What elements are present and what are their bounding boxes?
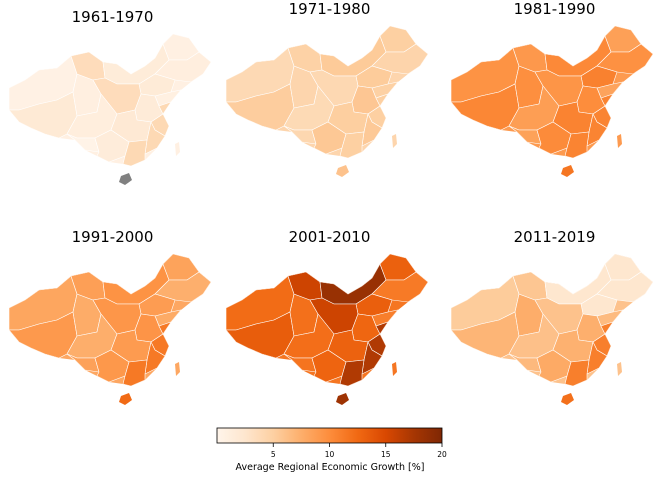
- region-guizhou-guangxi: [536, 121, 572, 155]
- colorbar-tick-label: 5: [270, 450, 276, 459]
- colorbar-gradient: [216, 427, 443, 444]
- region-guizhou-guangxi: [94, 349, 130, 383]
- colorbar-tick-label: 15: [380, 450, 391, 459]
- panel-title: 2001-2010: [288, 228, 371, 246]
- region-guangdong: [122, 359, 148, 386]
- region-guangdong: [122, 139, 148, 166]
- region-guangdong: [339, 359, 365, 386]
- colorbar-tick-label: 10: [324, 450, 335, 459]
- panel-title: 1981-1990: [513, 0, 596, 18]
- panel-title: 1991-2000: [71, 228, 154, 246]
- colorbar-ticks: [272, 443, 443, 447]
- region-guangdong: [564, 131, 590, 158]
- map-panel: 2011-2019: [447, 228, 660, 418]
- panel-title: 1971-1980: [288, 0, 371, 18]
- region-taiwan: [617, 134, 622, 148]
- region-guizhou-guangxi: [311, 121, 347, 155]
- region-hainan: [561, 393, 574, 405]
- region-hainan: [119, 173, 132, 185]
- map-panel: 1991-2000: [5, 228, 220, 418]
- region-taiwan: [175, 362, 180, 376]
- region-taiwan: [392, 362, 397, 376]
- region-hainan: [119, 393, 132, 405]
- region-hainan: [336, 165, 349, 177]
- china-map: [451, 254, 653, 405]
- panel-title: 2011-2019: [513, 228, 596, 246]
- map-panel: 1971-1980: [222, 0, 437, 190]
- region-hainan: [561, 165, 574, 177]
- region-guangdong: [564, 359, 590, 386]
- region-hainan: [336, 393, 349, 405]
- map-panel: 1981-1990: [447, 0, 660, 190]
- china-map: [9, 254, 211, 405]
- map-panel: 2001-2010: [222, 228, 437, 418]
- colorbar-tick-label: 20: [437, 450, 447, 459]
- map-panel: 1961-1970: [5, 8, 220, 198]
- china-map: [226, 254, 428, 405]
- panel-title: 1961-1970: [71, 8, 154, 26]
- region-guizhou-guangxi: [94, 129, 130, 163]
- region-guizhou-guangxi: [311, 349, 347, 383]
- china-map: [451, 26, 653, 177]
- region-taiwan: [617, 362, 622, 376]
- region-taiwan: [175, 142, 180, 156]
- region-guizhou-guangxi: [536, 349, 572, 383]
- region-guangdong: [339, 131, 365, 158]
- china-map: [226, 26, 428, 177]
- colorbar-label: Average Regional Economic Growth [%]: [235, 462, 425, 473]
- region-taiwan: [392, 134, 397, 148]
- china-map: [9, 34, 211, 185]
